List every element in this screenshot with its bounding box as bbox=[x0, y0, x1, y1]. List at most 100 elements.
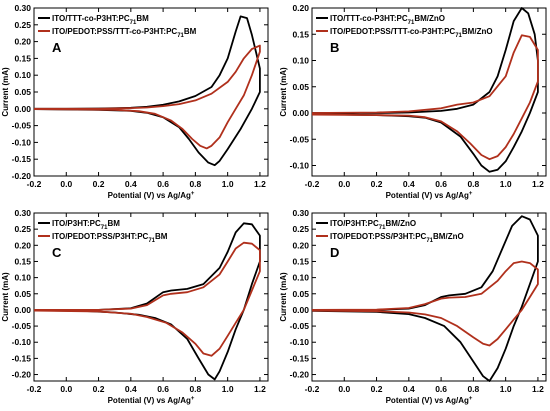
x-tick-label: 1.0 bbox=[222, 384, 234, 394]
plot-frame bbox=[311, 7, 547, 177]
legend: ITO/P3HT:PC71BM/ZnOITO/PEDOT:PSS/P3HT:PC… bbox=[316, 219, 464, 244]
series-line-1 bbox=[312, 7, 539, 173]
y-tick-label: 0.30 bbox=[292, 208, 309, 218]
legend-label: ITO/TTT-co-P3HT:PC71BM bbox=[52, 14, 149, 26]
series-line-1 bbox=[53, 222, 261, 381]
y-tick-label: 0.25 bbox=[292, 224, 309, 234]
y-tick-label: 0.00 bbox=[14, 104, 31, 114]
x-tick-label: 0.0 bbox=[338, 179, 350, 189]
y-tick-label: -0.20 bbox=[12, 171, 32, 181]
y-tick-label: 0.05 bbox=[292, 289, 309, 299]
x-tick-label: 0.0 bbox=[338, 384, 350, 394]
panel-d: -0.2 0.0 0.2 0.4 0.6 0.8 1.0 1.2 -0.20 -0.15 -0.10… bbox=[279, 208, 547, 405]
x-tick-label: 0.0 bbox=[60, 179, 72, 189]
y-tick-label: -0.05 bbox=[290, 321, 310, 331]
x-tick-label: -0.2 bbox=[27, 179, 42, 189]
y-tick-label: 0.30 bbox=[14, 3, 31, 13]
x-axis-title: Potential (V) vs Ag/Ag+ bbox=[386, 191, 473, 200]
legend-label: ITO/PEDOT:PSS/P3HT:PC71BM bbox=[52, 232, 168, 244]
y-tick-label: 0.25 bbox=[14, 20, 31, 30]
x-tick-label: 0.0 bbox=[60, 384, 72, 394]
panel-a: -0.2 0.0 0.2 0.4 0.6 0.8 1.0 1.2 -0.20 -0.15 -0.10… bbox=[1, 3, 269, 200]
y-tick-label: -0.20 bbox=[12, 370, 32, 380]
y-tick-label: -0.10 bbox=[290, 337, 310, 347]
x-tick-label: 0.8 bbox=[467, 179, 479, 189]
y-tick-label: 0.00 bbox=[14, 305, 31, 315]
panel-letter: B bbox=[330, 40, 339, 55]
x-tick-label: 1.2 bbox=[532, 179, 544, 189]
x-tick-label: -0.2 bbox=[27, 384, 42, 394]
x-tick-label: 0.4 bbox=[125, 384, 137, 394]
x-tick-label: 0.6 bbox=[435, 179, 447, 189]
legend: ITO/TTT-co-P3HT:PC71BM/ZnOITO/PEDOT:PSS/… bbox=[316, 14, 493, 39]
x-tick-label: 0.2 bbox=[93, 179, 105, 189]
y-tick-label: -0.15 bbox=[12, 353, 32, 363]
y-tick-label: 0.10 bbox=[14, 70, 31, 80]
y-tick-label: -0.20 bbox=[290, 370, 310, 380]
y-axis-title: Current (mA) bbox=[1, 67, 10, 117]
x-axis-title: Potential (V) vs Ag/Ag+ bbox=[386, 396, 473, 405]
plot-frame bbox=[311, 212, 547, 382]
y-tick-label: 0.20 bbox=[14, 240, 31, 250]
y-tick-label: -0.05 bbox=[12, 321, 32, 331]
y-tick-label: 0.15 bbox=[292, 29, 309, 39]
x-tick-label: 0.6 bbox=[157, 384, 169, 394]
y-tick-label: 0.20 bbox=[292, 3, 309, 13]
y-tick-label: 0.00 bbox=[292, 305, 309, 315]
y-tick-label: -0.05 bbox=[12, 121, 32, 131]
y-tick-label: 0.30 bbox=[14, 208, 31, 218]
panel-letter: C bbox=[52, 245, 62, 260]
x-tick-label: -0.2 bbox=[305, 179, 320, 189]
panel-b: -0.2 0.0 0.2 0.4 0.6 0.8 1.0 1.2 -0.10 -0.05 0.00 0… bbox=[279, 3, 547, 200]
x-tick-label: 0.8 bbox=[189, 384, 201, 394]
x-tick-label: 1.0 bbox=[222, 179, 234, 189]
legend-label: ITO/PEDOT:PSS/TTT-co-P3HT:PC71BM/ZnO bbox=[330, 27, 493, 39]
panel-c: -0.2 0.0 0.2 0.4 0.6 0.8 1.0 1.2 -0.20 -0.15 -0.10… bbox=[1, 208, 269, 405]
y-tick-label: -0.10 bbox=[12, 137, 32, 147]
x-tick-label: 0.6 bbox=[157, 179, 169, 189]
y-tick-label: 0.10 bbox=[14, 273, 31, 283]
y-tick-label: 0.20 bbox=[292, 240, 309, 250]
x-axis-title: Potential (V) vs Ag/Ag+ bbox=[108, 396, 195, 405]
y-tick-label: -0.15 bbox=[12, 154, 32, 164]
y-axis-title: Current (mA) bbox=[279, 67, 288, 117]
series-line-2 bbox=[33, 241, 261, 357]
plot-frame bbox=[33, 212, 269, 382]
y-tick-label: 0.20 bbox=[14, 37, 31, 47]
x-tick-label: 0.2 bbox=[93, 384, 105, 394]
y-tick-label: -0.10 bbox=[12, 337, 32, 347]
x-tick-label: 1.2 bbox=[254, 384, 266, 394]
x-axis-title: Potential (V) vs Ag/Ag+ bbox=[108, 191, 195, 200]
x-tick-label: 1.2 bbox=[254, 179, 266, 189]
x-tick-label: 0.8 bbox=[467, 384, 479, 394]
y-tick-label: 0.25 bbox=[14, 224, 31, 234]
y-tick-label: 0.10 bbox=[292, 56, 309, 66]
x-tick-label: 0.2 bbox=[371, 384, 383, 394]
y-tick-label: -0.10 bbox=[290, 161, 310, 171]
legend-label: ITO/PEDOT:PSS/TTT-co-P3HT:PC71BM bbox=[52, 27, 197, 39]
y-tick-label: -0.15 bbox=[290, 353, 310, 363]
series-line-2 bbox=[311, 34, 539, 161]
legend: ITO/TTT-co-P3HT:PC71BMITO/PEDOT:PSS/TTT-… bbox=[38, 14, 197, 39]
y-axis-title: Current (mA) bbox=[279, 272, 288, 322]
y-tick-label: 0.15 bbox=[14, 53, 31, 63]
series-line-1 bbox=[33, 15, 261, 167]
series-line-1 bbox=[311, 215, 539, 382]
y-tick-label: 0.15 bbox=[14, 256, 31, 266]
series-line-2 bbox=[311, 260, 539, 347]
y-tick-label: -0.05 bbox=[290, 134, 310, 144]
legend-label: ITO/P3HT:PC71BM bbox=[52, 219, 120, 231]
panel-letter: A bbox=[52, 40, 62, 55]
y-tick-label: 0.05 bbox=[292, 82, 309, 92]
y-tick-label: 0.00 bbox=[292, 108, 309, 118]
x-tick-label: 0.8 bbox=[189, 179, 201, 189]
legend-label: ITO/TTT-co-P3HT:PC71BM/ZnO bbox=[330, 14, 445, 26]
x-tick-label: 0.4 bbox=[403, 179, 415, 189]
y-tick-label: 0.05 bbox=[14, 289, 31, 299]
x-tick-label: -0.2 bbox=[305, 384, 320, 394]
y-tick-label: 0.05 bbox=[14, 87, 31, 97]
x-tick-label: 0.6 bbox=[435, 384, 447, 394]
legend-label: ITO/P3HT:PC71BM/ZnO bbox=[330, 219, 416, 231]
